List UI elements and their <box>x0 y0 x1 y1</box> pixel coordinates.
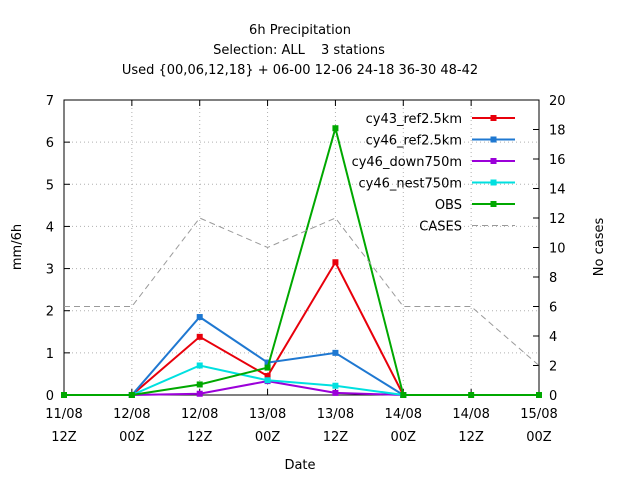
series-line-cy46-nest750m <box>64 364 404 396</box>
plot-frame <box>63 99 540 396</box>
y-tick-label: 5 <box>46 178 54 193</box>
series-line-obs <box>64 124 539 396</box>
data-point-cy43-ref2-5km <box>264 373 271 380</box>
data-point-cy46-ref2-5km <box>264 359 271 366</box>
data-point-cy43-ref2-5km <box>196 333 203 340</box>
legend-label-cy46-ref2-5km: cy46_ref2.5km <box>366 134 462 149</box>
data-point-obs <box>400 392 407 398</box>
y-tick-label: 4 <box>46 220 54 235</box>
data-point-obs <box>264 364 271 371</box>
data-point-cy43-ref2-5km <box>332 259 339 266</box>
legend-marker-cy43-ref2-5km <box>490 115 497 121</box>
legend-marker-obs <box>490 201 497 207</box>
chart-subtitle-stations: 3 stations <box>321 43 385 58</box>
legend: cy43_ref2.5km cy46_ref2.5km cy46_down750mc… <box>352 112 515 235</box>
data-point-obs <box>536 392 542 398</box>
data-point-obs <box>61 392 67 398</box>
x-tick-label-date: 13/08 <box>317 407 354 422</box>
x-axis-label: Date <box>284 458 315 473</box>
y2-tick-label: 6 <box>549 301 557 316</box>
chart-subtitle-used: Used {00,06,12,18} + 06-00 12-06 24-18 3… <box>122 63 478 78</box>
series-line-cases <box>64 217 540 366</box>
chart-subtitle-selection: Selection: ALL <box>213 43 306 58</box>
y-axis-label: mm/6h <box>10 224 25 270</box>
y-tick-label: 7 <box>46 94 54 109</box>
y2-tick-label: 10 <box>549 242 566 257</box>
x-tick-label-date: 13/08 <box>249 407 286 422</box>
legend-marker-cy46-ref2-5km <box>490 136 497 143</box>
data-point-cy46-ref2-5km <box>332 349 339 356</box>
y2-tick-label: 2 <box>549 360 557 375</box>
chart-title: 6h Precipitation <box>249 23 351 38</box>
x-tick-label-hour: 12Z <box>187 430 213 445</box>
x-tick-label-date: 11/08 <box>45 407 82 422</box>
x-tick-label-date: 15/08 <box>520 407 557 422</box>
x-tick-label-date: 14/08 <box>385 407 422 422</box>
axes <box>63 99 540 396</box>
data-series <box>61 124 542 398</box>
y2-tick-label: 4 <box>549 330 557 345</box>
data-point-cy46-down750m <box>332 389 339 396</box>
y2-tick-label: 0 <box>549 389 557 404</box>
y2-tick-label: 8 <box>549 271 557 286</box>
data-point-cy46-ref2-5km <box>196 314 203 321</box>
data-point-obs <box>128 392 135 398</box>
y-tick-label: 2 <box>46 305 54 320</box>
legend-label-cy43-ref2-5km: cy43_ref2.5km <box>366 112 462 127</box>
legend-label-cy46-nest750m: cy46_nest750m <box>359 177 462 192</box>
y2-tick-label: 12 <box>549 212 566 227</box>
legend-label-cy46-down750m: cy46_down750m <box>352 155 462 170</box>
data-point-obs <box>332 125 339 132</box>
x-tick-label-hour: 00Z <box>526 430 552 445</box>
x-tick-label-date: 14/08 <box>452 407 489 422</box>
legend-label-obs: OBS <box>435 198 462 213</box>
y2-tick-label: 20 <box>549 94 566 109</box>
tick-labels: 012345670246810121416182011/0812Z12/0800… <box>45 94 565 445</box>
data-point-cy46-nest750m <box>332 382 339 389</box>
y2-tick-label: 18 <box>549 124 566 139</box>
y2-tick-label: 16 <box>549 153 566 168</box>
y-tick-label: 0 <box>46 389 54 404</box>
data-point-cy46-nest750m <box>264 377 271 384</box>
data-point-obs <box>468 392 475 398</box>
y-tick-label: 6 <box>46 136 54 151</box>
x-tick-label-hour: 12Z <box>458 430 484 445</box>
x-tick-label-hour: 00Z <box>391 430 417 445</box>
legend-marker-cy46-nest750m <box>490 179 497 186</box>
x-tick-label-hour: 12Z <box>51 430 77 445</box>
x-tick-label-date: 12/08 <box>113 407 150 422</box>
y2-tick-label: 14 <box>549 183 566 198</box>
x-tick-label-hour: 00Z <box>255 430 281 445</box>
x-tick-label-hour: 12Z <box>323 430 349 445</box>
legend-marker-cy46-down750m <box>490 158 497 164</box>
data-point-cy46-nest750m <box>196 362 203 369</box>
x-tick-label-date: 12/08 <box>181 407 218 422</box>
data-point-cy46-down750m <box>196 390 203 397</box>
y-tick-label: 3 <box>46 263 54 278</box>
y2-axis-label: No cases <box>592 218 607 277</box>
y-tick-label: 1 <box>46 347 54 362</box>
x-tick-label-hour: 00Z <box>119 430 145 445</box>
data-point-obs <box>196 381 203 388</box>
legend-label-cases: CASES <box>419 220 462 235</box>
